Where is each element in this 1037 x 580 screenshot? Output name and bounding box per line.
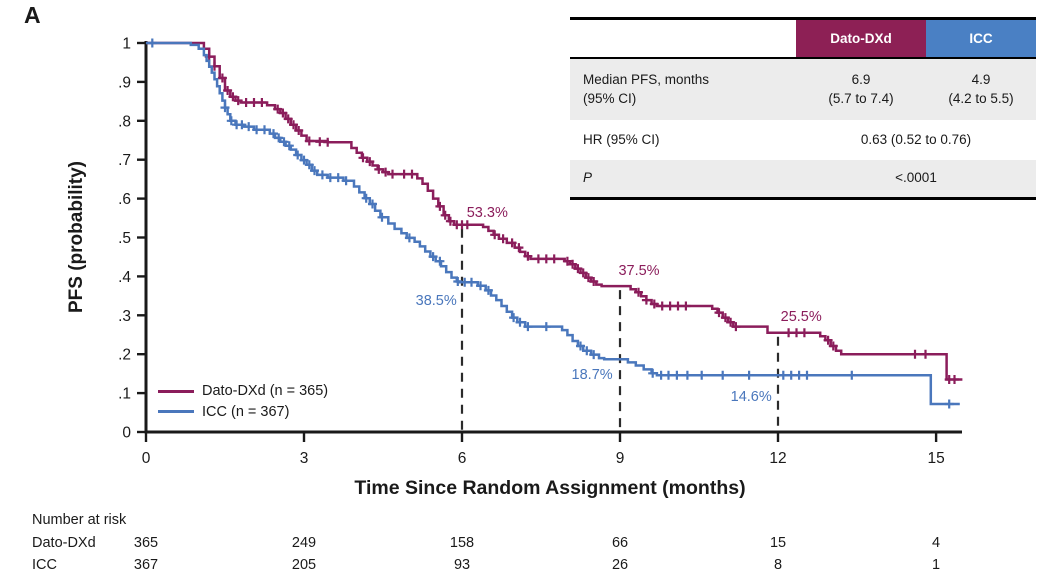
stats-row-median-pfs: Median PFS, months (95% CI) 6.9 (5.7 to … xyxy=(570,59,1036,120)
risk-count: 93 xyxy=(453,557,471,573)
risk-count: 8 xyxy=(773,557,783,573)
risk-count: 26 xyxy=(611,557,629,573)
risk-count: 158 xyxy=(449,535,475,551)
legend: Dato-DXd (n = 365) ICC (n = 367) xyxy=(158,381,328,422)
risk-row-label: Dato-DXd xyxy=(32,535,96,551)
landmark-label: 38.5% xyxy=(416,293,457,309)
stats-row-p-value: P <.0001 xyxy=(570,160,1036,197)
km-chart: 0 .1 .2 .3 .4 .5 .6 .7 .8 .9 1 0 3 6 9 12 15 53.3% 37.5% 25… xyxy=(118,36,963,467)
number-at-risk-title: Number at risk xyxy=(32,512,127,528)
landmark-label: 53.3% xyxy=(467,205,508,221)
y-tick-label: .8 xyxy=(118,113,131,130)
x-tick-label: 6 xyxy=(458,450,467,467)
stats-header-icc: ICC xyxy=(926,20,1036,57)
number-at-risk-row-icc: ICC 367 205 93 26 8 1 xyxy=(0,557,1037,577)
stats-label-hr: HR (95% CI) xyxy=(583,131,660,147)
number-at-risk-row-dato-dxd: Dato-DXd 365 249 158 66 15 4 xyxy=(0,535,1037,555)
y-tick-label: 0 xyxy=(122,425,131,442)
y-tick-label: 1 xyxy=(122,36,131,53)
stats-header-dato-dxd: Dato-DXd xyxy=(796,20,926,57)
landmark-label: 14.6% xyxy=(731,389,772,405)
stats-value-median-dato: 6.9 (5.7 to 7.4) xyxy=(828,72,894,106)
stats-table-header: Dato-DXd ICC xyxy=(570,20,1036,59)
legend-swatch-dato-dxd xyxy=(158,389,194,393)
risk-count: 1 xyxy=(932,557,941,573)
km-curve-icc xyxy=(146,41,960,406)
y-tick-label: .4 xyxy=(118,269,131,286)
y-tick-label: .6 xyxy=(118,191,131,208)
y-tick-label: .9 xyxy=(118,74,131,91)
x-tick-label: 9 xyxy=(616,450,625,467)
stats-row-hazard-ratio: HR (95% CI) 0.63 (0.52 to 0.76) xyxy=(570,120,1036,160)
legend-swatch-icc xyxy=(158,410,194,414)
y-tick-label: .5 xyxy=(118,230,131,247)
risk-count: 66 xyxy=(611,535,629,551)
risk-count: 249 xyxy=(291,535,317,551)
risk-count: 15 xyxy=(769,535,787,551)
risk-count: 367 xyxy=(133,557,159,573)
x-tick-label: 12 xyxy=(769,450,786,467)
risk-count: 365 xyxy=(133,535,159,551)
censor-marks-dato-dxd xyxy=(204,52,959,384)
legend-item-dato-dxd: Dato-DXd (n = 365) xyxy=(158,381,328,402)
y-tick-label: .1 xyxy=(118,386,131,403)
risk-count: 4 xyxy=(932,535,941,551)
y-tick-label: .7 xyxy=(118,152,131,169)
legend-label: ICC (n = 367) xyxy=(202,403,290,420)
y-axis-title: PFS (probability) xyxy=(66,161,87,313)
x-axis-title: Time Since Random Assignment (months) xyxy=(354,477,746,499)
panel-label: A xyxy=(24,2,41,28)
legend-item-icc: ICC (n = 367) xyxy=(158,402,328,423)
landmark-label: 25.5% xyxy=(781,309,822,325)
stats-value-p: <.0001 xyxy=(895,170,937,186)
risk-row-label: ICC xyxy=(32,557,57,573)
stats-label-p: P xyxy=(583,170,593,186)
legend-label: Dato-DXd (n = 365) xyxy=(202,383,329,400)
stats-table: Dato-DXd ICC Median PFS, months (95% CI)… xyxy=(570,17,1036,200)
stats-value-hr: 0.63 (0.52 to 0.76) xyxy=(860,131,972,147)
x-tick-label: 15 xyxy=(927,450,944,467)
landmark-label: 18.7% xyxy=(572,367,613,383)
stats-header-empty-cell xyxy=(570,20,796,57)
x-tick-label: 0 xyxy=(142,450,151,467)
y-tick-label: .3 xyxy=(118,308,131,325)
y-tick-label: .2 xyxy=(118,347,131,364)
censor-marks-icc xyxy=(147,38,954,409)
stats-label-median: Median PFS, months (95% CI) xyxy=(583,72,710,106)
stats-value-median-icc: 4.9 (4.2 to 5.5) xyxy=(948,72,1014,106)
risk-count: 205 xyxy=(291,557,317,573)
x-tick-label: 3 xyxy=(300,450,309,467)
landmark-label: 37.5% xyxy=(618,263,659,279)
